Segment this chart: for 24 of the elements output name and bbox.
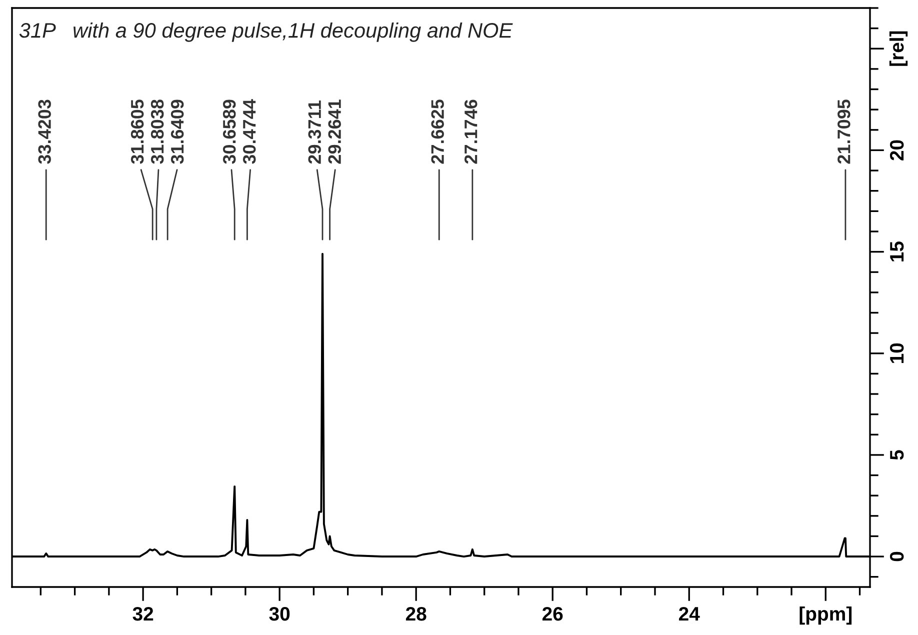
annotation: 31.8038 bbox=[150, 100, 164, 164]
x-tick-label: 24 bbox=[678, 606, 700, 621]
y-tick-label: 20 bbox=[890, 140, 904, 160]
annotation: 33.4203 bbox=[38, 100, 51, 164]
annotation: 27.6625 bbox=[431, 100, 444, 164]
y-tick-label: 15 bbox=[890, 242, 904, 262]
annotation: 29.2641 bbox=[328, 100, 341, 164]
y-tick-label: 0 bbox=[890, 552, 904, 562]
x-tick-label: [ppm] bbox=[800, 606, 852, 625]
text: 31P with a 90 degree pulse,1H decoupling and NOE bbox=[19, 22, 513, 42]
annotation: 29.3711 bbox=[308, 100, 322, 164]
y-tick-label: 10 bbox=[890, 343, 904, 363]
annotation: 30.6589 bbox=[222, 100, 236, 164]
annotation: 31.6409 bbox=[170, 100, 184, 164]
annotation: 30.4744 bbox=[242, 99, 256, 164]
x-tick-label: 32 bbox=[132, 606, 154, 621]
y-tick-label: [rel] bbox=[889, 31, 908, 66]
x-tick-label: 28 bbox=[406, 606, 426, 621]
annotation: 27.1746 bbox=[464, 100, 478, 164]
annotation: 21.7095 bbox=[838, 100, 850, 164]
y-tick-label: 5 bbox=[890, 450, 904, 460]
x-tick-label: 26 bbox=[542, 606, 563, 621]
x-tick-label: 30 bbox=[269, 606, 290, 621]
annotation: 31.8605 bbox=[130, 100, 144, 164]
